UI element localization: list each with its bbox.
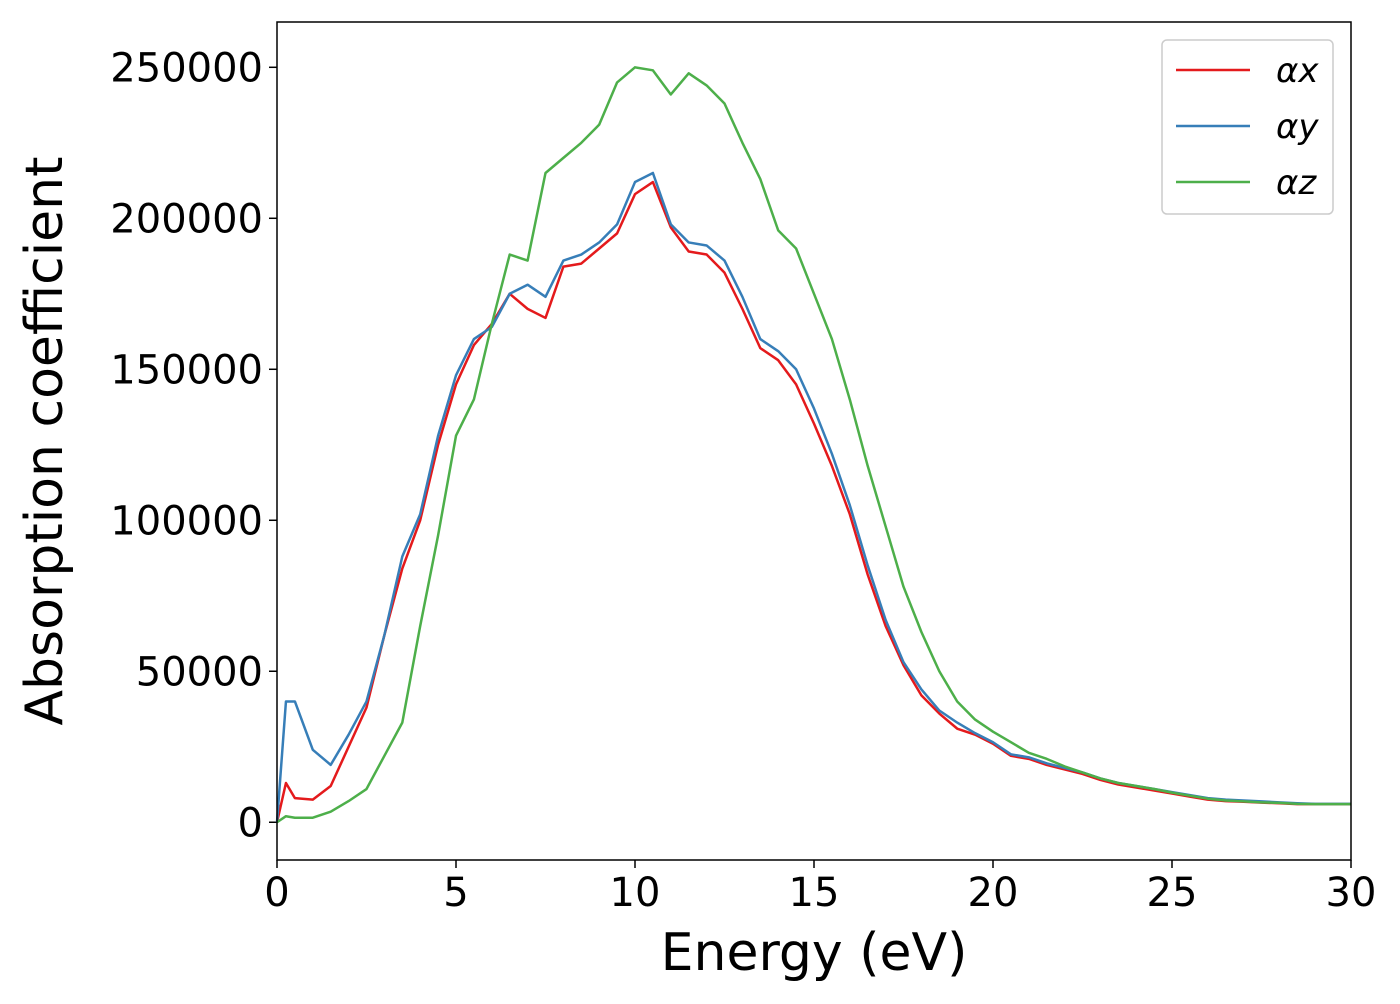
y-tick-label: 150000	[110, 347, 263, 393]
x-tick-label: 15	[789, 870, 840, 916]
legend-label: αz	[1276, 163, 1317, 203]
plot-frame	[276, 21, 1352, 861]
x-tick-label: 5	[443, 870, 468, 916]
x-tick-label: 25	[1147, 870, 1198, 916]
x-tick-label: 0	[264, 870, 289, 916]
data-line	[276, 66, 1351, 824]
x-axis-label: Energy (eV)	[661, 923, 968, 983]
x-tick-label: 20	[968, 870, 1019, 916]
y-tick-label: 200000	[110, 196, 263, 242]
y-tick-label: 250000	[110, 45, 263, 91]
y-tick-label: 100000	[110, 498, 263, 544]
y-tick-label: 50000	[136, 649, 263, 695]
x-tick-label: 30	[1326, 870, 1377, 916]
legend-label: αy	[1276, 107, 1319, 147]
x-tick-label: 10	[610, 870, 661, 916]
legend-label: αx	[1276, 51, 1319, 91]
y-axis-label: Absorption coefficient	[15, 156, 75, 725]
data-line	[275, 171, 1351, 823]
y-tick-label: 0	[238, 800, 263, 846]
data-line	[275, 180, 1351, 823]
